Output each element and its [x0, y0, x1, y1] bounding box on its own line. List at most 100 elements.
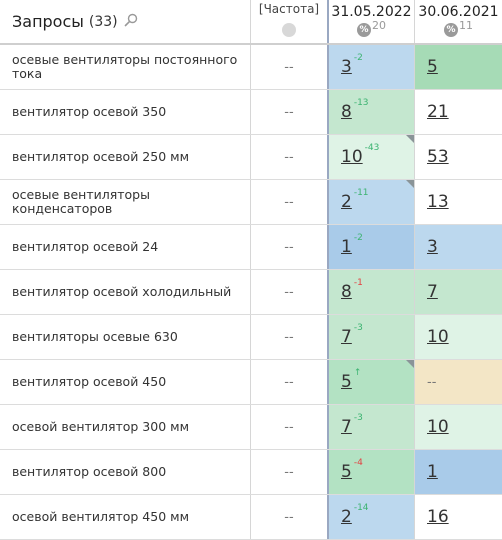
query-cell: вентилятор осевой 24	[0, 225, 251, 269]
query-text: осевые вентиляторы постоянного тока	[12, 52, 238, 81]
date1-position-cell: 5 -4	[329, 450, 415, 494]
query-cell: вентилятор осевой 450	[0, 360, 251, 404]
table-row: осевые вентиляторы конденсаторов -- 2 -11 13	[0, 180, 502, 225]
query-text: осевой вентилятор 450 мм	[12, 509, 189, 524]
date1-position-cell: 1 -2	[329, 225, 415, 269]
date1-position-cell: 2 -14	[329, 495, 415, 539]
date1-position-cell: 7 -3	[329, 405, 415, 449]
query-cell: осевые вентиляторы постоянного тока	[0, 45, 251, 89]
date2-position-cell: 16	[415, 495, 502, 539]
frequency-value: --	[284, 464, 294, 480]
frequency-cell: --	[251, 270, 329, 314]
table-row: вентилятор осевой 800 -- 5 -4 1	[0, 450, 502, 495]
position-change: -13	[353, 98, 369, 108]
position-link[interactable]: 3	[427, 237, 438, 257]
percent-icon: %	[357, 23, 371, 37]
date2-position-cell: 53	[415, 135, 502, 179]
frequency-cell: --	[251, 360, 329, 404]
corner-marker-icon	[406, 180, 414, 188]
position-link[interactable]: 5	[427, 57, 438, 77]
date1-position-cell: 10 -43	[329, 135, 415, 179]
table-row: вентилятор осевой 450 -- 5 ↑ --	[0, 360, 502, 405]
query-text: осевой вентилятор 300 мм	[12, 419, 189, 434]
position-link[interactable]: 2	[341, 192, 352, 212]
frequency-value: --	[284, 59, 294, 75]
position-link[interactable]: 5	[341, 462, 352, 482]
position-link[interactable]: 13	[427, 192, 449, 212]
position-link[interactable]: 10	[427, 327, 449, 347]
position-link[interactable]: 1	[427, 462, 438, 482]
date1-position-cell: 8 -1	[329, 270, 415, 314]
frequency-cell: --	[251, 405, 329, 449]
date1-position-cell: 5 ↑	[329, 360, 415, 404]
search-icon[interactable]	[124, 13, 138, 27]
globe-icon	[282, 23, 296, 37]
table-row: вентилятор осевой 24 -- 1 -2 3	[0, 225, 502, 270]
position-change: -3	[353, 413, 363, 423]
frequency-cell: --	[251, 180, 329, 224]
percent-icon: %	[444, 23, 458, 37]
date2-position-cell: 5	[415, 45, 502, 89]
frequency-label: [Частота]	[258, 2, 320, 16]
position-link[interactable]: 1	[341, 237, 352, 257]
position-link[interactable]: 7	[427, 282, 438, 302]
position-link[interactable]: 10	[427, 417, 449, 437]
position-empty: --	[427, 374, 437, 390]
date2-position-cell: --	[415, 360, 502, 404]
position-link[interactable]: 21	[427, 102, 449, 122]
queries-header[interactable]: Запросы (33)	[0, 0, 251, 43]
position-link[interactable]: 5	[341, 372, 352, 392]
frequency-value: --	[284, 104, 294, 120]
position-change: -11	[353, 188, 369, 198]
position-change: ↑	[353, 368, 362, 378]
query-text: вентилятор осевой 350	[12, 104, 167, 119]
position-link[interactable]: 3	[341, 57, 352, 77]
date1-position-cell: 7 -3	[329, 315, 415, 359]
query-text: вентилятор осевой 24	[12, 239, 159, 254]
position-link[interactable]: 2	[341, 507, 352, 527]
query-cell: вентиляторы осевые 630	[0, 315, 251, 359]
position-link[interactable]: 7	[341, 327, 352, 347]
position-link[interactable]: 16	[427, 507, 449, 527]
date2-position-cell: 1	[415, 450, 502, 494]
table-row: вентилятор осевой 350 -- 8 -13 21	[0, 90, 502, 135]
position-link[interactable]: 8	[341, 102, 352, 122]
corner-marker-icon	[406, 135, 414, 143]
table-row: осевые вентиляторы постоянного тока -- 3 -2…	[0, 45, 502, 90]
query-cell: вентилятор осевой холодильный	[0, 270, 251, 314]
frequency-header[interactable]: [Частота]	[251, 0, 329, 43]
table-row: осевой вентилятор 300 мм -- 7 -3 10	[0, 405, 502, 450]
position-change: -3	[353, 323, 363, 333]
date2-header[interactable]: 30.06.2021 % 11	[415, 0, 502, 43]
position-link[interactable]: 53	[427, 147, 449, 167]
query-text: вентилятор осевой холодильный	[12, 284, 232, 299]
frequency-value: --	[284, 374, 294, 390]
date1-position-cell: 3 -2	[329, 45, 415, 89]
date2-position-cell: 10	[415, 315, 502, 359]
position-link[interactable]: 7	[341, 417, 352, 437]
queries-title: Запросы	[12, 12, 84, 31]
frequency-cell: --	[251, 90, 329, 134]
frequency-value: --	[284, 419, 294, 435]
query-text: вентилятор осевой 800	[12, 464, 167, 479]
query-text: осевые вентиляторы конденсаторов	[12, 187, 150, 216]
frequency-cell: --	[251, 225, 329, 269]
query-cell: осевой вентилятор 450 мм	[0, 495, 251, 539]
date1-position-cell: 8 -13	[329, 90, 415, 134]
frequency-value: --	[284, 329, 294, 345]
table-row: вентилятор осевой 250 мм -- 10 -43 53	[0, 135, 502, 180]
frequency-cell: --	[251, 450, 329, 494]
frequency-value: --	[284, 194, 294, 210]
date1-header[interactable]: 31.05.2022 % 20	[329, 0, 415, 43]
corner-marker-icon	[406, 360, 414, 368]
query-cell: осевой вентилятор 300 мм	[0, 405, 251, 449]
query-text: вентилятор осевой 450	[12, 374, 167, 389]
date2-count: 11	[459, 18, 473, 32]
table-row: вентиляторы осевые 630 -- 7 -3 10	[0, 315, 502, 360]
position-link[interactable]: 8	[341, 282, 352, 302]
position-change: -2	[353, 233, 363, 243]
position-link[interactable]: 10	[341, 147, 363, 167]
frequency-value: --	[284, 509, 294, 525]
queries-count: (33)	[88, 13, 118, 30]
